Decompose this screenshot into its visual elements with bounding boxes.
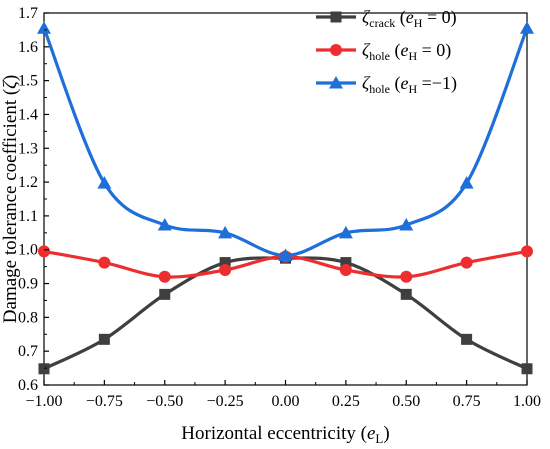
x-tick-label: −1.00 xyxy=(25,393,62,410)
data-point xyxy=(158,270,171,283)
data-point xyxy=(460,256,473,269)
data-point xyxy=(400,288,412,300)
axes-layer: −1.00 −0.75 −0.50 −0.25 0.00 0.25 0.50 0.75 1.00… xyxy=(18,5,541,410)
x-tick-label: 0.75 xyxy=(453,393,481,410)
y-tick-label: 1.1 xyxy=(18,208,38,225)
data-point xyxy=(98,256,111,269)
legend-entry-3: ζhole (eH =−1) xyxy=(316,73,457,96)
y-tick-label: 1.0 xyxy=(18,242,38,259)
data-point xyxy=(459,176,474,189)
x-tick-label: −0.25 xyxy=(207,393,244,410)
y-tick-label: 1.2 xyxy=(18,174,38,191)
data-point xyxy=(520,21,534,34)
data-point xyxy=(97,176,112,189)
y-tick-label: 1.7 xyxy=(18,5,38,22)
legend-label: ζhole (eH = 0) xyxy=(362,40,451,63)
data-point xyxy=(219,264,232,277)
x-tick-label: 0.25 xyxy=(332,393,360,410)
data-point xyxy=(340,257,352,269)
data-point xyxy=(461,333,473,345)
data-point xyxy=(521,363,533,375)
data-point xyxy=(38,363,50,375)
data-point xyxy=(399,218,414,231)
data-point xyxy=(400,270,413,283)
data-point xyxy=(159,288,171,300)
legend-entry-1: ζcrack (eH = 0) xyxy=(316,7,457,30)
data-point xyxy=(218,225,233,239)
data-point xyxy=(278,248,293,261)
legend-label: ζcrack (eH = 0) xyxy=(362,7,457,30)
series-1 xyxy=(38,252,533,375)
y-tick-label: 1.4 xyxy=(18,106,38,123)
legend-entry-2: ζhole (eH = 0) xyxy=(316,40,451,63)
data-point xyxy=(38,245,50,258)
y-tick-label: 0.9 xyxy=(18,276,38,293)
data-point xyxy=(98,333,110,345)
legend-marker xyxy=(329,76,343,89)
y-tick-label: 1.6 xyxy=(18,39,38,56)
y-tick-label: 1.3 xyxy=(18,140,38,157)
data-point xyxy=(521,245,533,258)
y-tick-label: 0.7 xyxy=(18,343,38,360)
data-point xyxy=(37,21,51,34)
y-tick-label: 0.6 xyxy=(18,377,38,394)
x-tick-label: 1.00 xyxy=(513,393,541,410)
series-line xyxy=(43,256,528,371)
data-point xyxy=(157,218,172,231)
x-tick-label: −0.50 xyxy=(146,393,183,410)
x-axis-label: Horizontal eccentricity (eL) xyxy=(181,423,389,446)
data-point xyxy=(339,264,352,277)
x-tick-label: 0.00 xyxy=(272,393,300,410)
x-tick-label: 0.50 xyxy=(392,393,420,410)
legend-label: ζhole (eH =−1) xyxy=(362,73,457,96)
legend-marker xyxy=(330,44,342,56)
series-3 xyxy=(37,21,534,261)
y-tick-label: 0.8 xyxy=(18,309,38,326)
y-axis-label: Damage tolerance coefficient (ζ) xyxy=(0,75,21,323)
y-tick-label: 1.5 xyxy=(18,73,38,90)
data-point xyxy=(338,225,353,239)
series-layer xyxy=(37,21,534,375)
legend-marker xyxy=(330,11,342,23)
legend: ζcrack (eH = 0) ζhole (eH = 0) ζhole (eH =… xyxy=(316,7,457,96)
data-point xyxy=(219,257,231,269)
series-line xyxy=(42,27,529,258)
x-tick-label: −0.75 xyxy=(86,393,123,410)
